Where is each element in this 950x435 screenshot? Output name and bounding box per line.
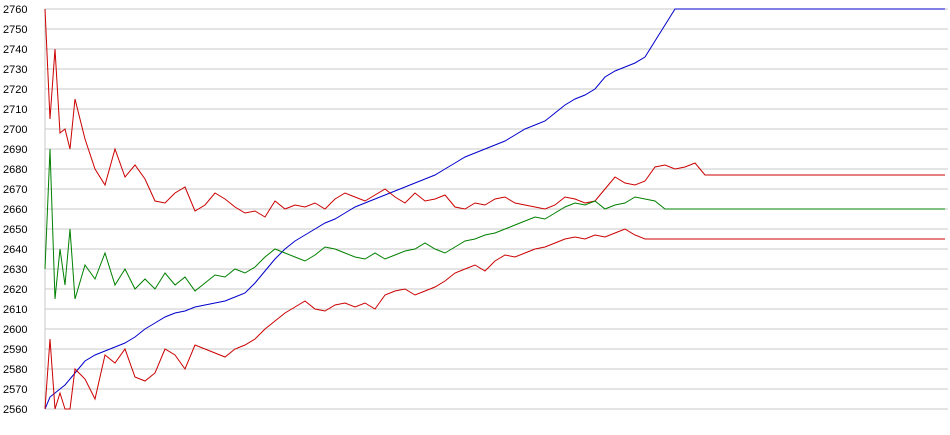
y-tick-label: 2760 [3,4,27,16]
y-tick-label: 2710 [3,104,27,116]
y-tick-label: 2730 [3,64,27,76]
grid-lines [44,8,948,410]
y-tick-label: 2720 [3,84,27,96]
y-tick-label: 2700 [3,124,27,136]
y-tick-label: 2560 [3,404,27,416]
series-line-2 [44,8,945,218]
series-line-4 [44,228,945,410]
y-tick-label: 2680 [3,164,27,176]
y-tick-label: 2620 [3,284,27,296]
series-line-3 [44,148,945,300]
y-tick-label: 2670 [3,184,27,196]
y-tick-label: 2690 [3,144,27,156]
y-tick-label: 2740 [3,44,27,56]
y-tick-label: 2660 [3,204,27,216]
y-tick-label: 2640 [3,244,27,256]
y-tick-label: 2610 [3,304,27,316]
y-tick-label: 2590 [3,344,27,356]
y-axis: 2760 2750 2740 2730 2720 2710 2700 2690 2680 2670… [3,4,27,416]
y-tick-label: 2750 [3,24,27,36]
y-tick-label: 2630 [3,264,27,276]
y-tick-label: 2600 [3,324,27,336]
y-tick-label: 2570 [3,384,27,396]
series-group [44,8,945,410]
y-tick-label: 2580 [3,364,27,376]
series-line-1 [44,8,945,410]
y-tick-label: 2650 [3,224,27,236]
